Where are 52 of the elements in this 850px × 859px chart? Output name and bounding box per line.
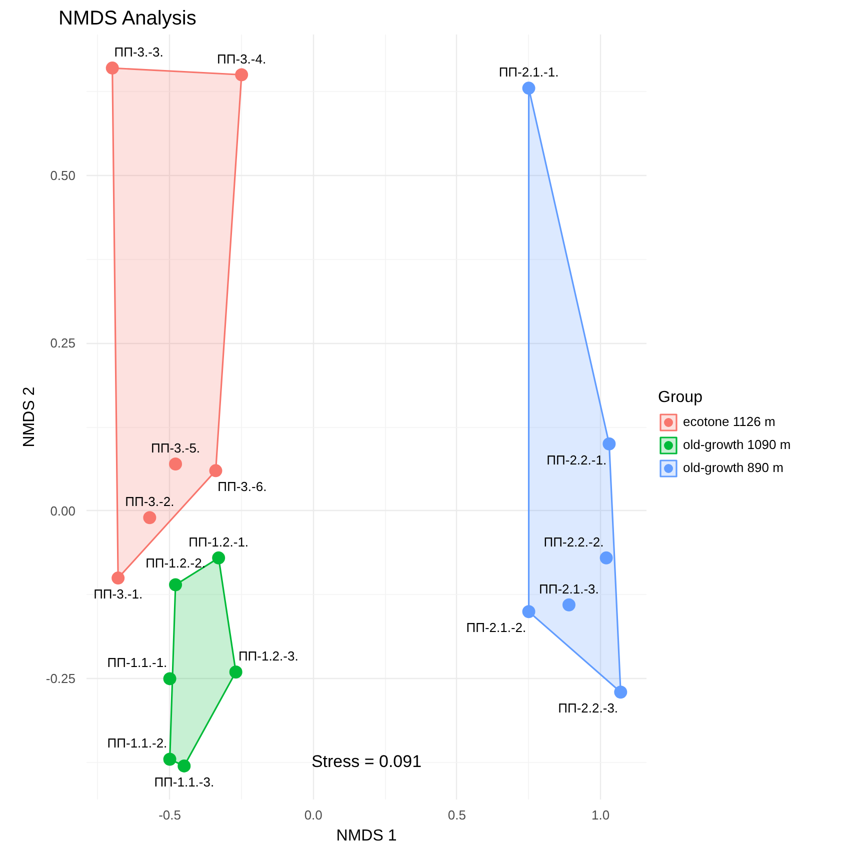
annotation: ПП-3.-1.: [94, 586, 143, 602]
point: [169, 578, 182, 592]
annotation: ПП-2.2.-2.: [544, 534, 604, 550]
point: [522, 82, 536, 95]
point: [106, 62, 119, 75]
annotation: ПП-2.2.-3.: [558, 700, 618, 716]
annotation: ПП-2.2.-1.: [546, 452, 607, 468]
point: [235, 68, 248, 82]
annotation: ПП-1.1.-2.: [107, 736, 168, 751]
legend-title: Group: [658, 388, 704, 407]
x-tick-label: 0.5: [448, 808, 466, 822]
annotation: ПП-1.2.-2.: [146, 555, 206, 570]
annotation: ПП-3.-3.: [114, 44, 164, 60]
point: [143, 511, 156, 524]
legend-label: old-growth 890 m: [683, 460, 784, 476]
point: [562, 598, 576, 612]
annotation: ПП-2.1.-2.: [466, 620, 526, 636]
y-tick-label: 0.50: [50, 168, 76, 183]
point: [163, 672, 176, 686]
point: [212, 551, 226, 564]
point: [209, 464, 222, 478]
point: [229, 666, 242, 678]
x-tick-label: 0.0: [304, 808, 322, 822]
y-tick-label: 0.25: [50, 336, 76, 351]
legend-label: old-growth 1090 m: [683, 437, 791, 452]
x-axis-title: NMDS 1: [336, 828, 397, 844]
annotation: ПП-1.2.-1.: [188, 534, 249, 550]
annotation: ПП-1.1.-1.: [107, 655, 168, 670]
annotation: ПП-3.-5.: [151, 440, 200, 456]
point: [522, 605, 536, 618]
point: [614, 686, 628, 699]
x-tick-label: 1.0: [592, 808, 610, 822]
point: [112, 572, 125, 585]
annotation: ПП-1.2.-3.: [238, 648, 298, 664]
y-tick-label: -0.25: [46, 671, 76, 686]
annotation: Stress = 0.091: [311, 752, 422, 771]
annotation: ПП-3.-4.: [217, 51, 266, 66]
point: [178, 759, 191, 772]
point: [169, 457, 182, 470]
point: [600, 551, 613, 564]
annotation: ПП-3.-2.: [125, 494, 174, 510]
point: [602, 437, 616, 450]
annotation: ПП-2.1.-3.: [539, 581, 599, 596]
y-tick-label: 0.00: [50, 503, 76, 518]
legend-label: ecotone 1126 m: [683, 414, 776, 430]
point: [163, 752, 176, 766]
y-axis-title: NMDS 2: [20, 386, 38, 448]
chart-title: NMDS Analysis: [58, 8, 196, 30]
annotation: ПП-1.1.-3.: [154, 774, 214, 790]
x-tick-label: -0.5: [158, 808, 181, 822]
annotation: ПП-3.-6.: [218, 479, 267, 494]
annotation: ПП-2.1.-1.: [498, 64, 559, 80]
